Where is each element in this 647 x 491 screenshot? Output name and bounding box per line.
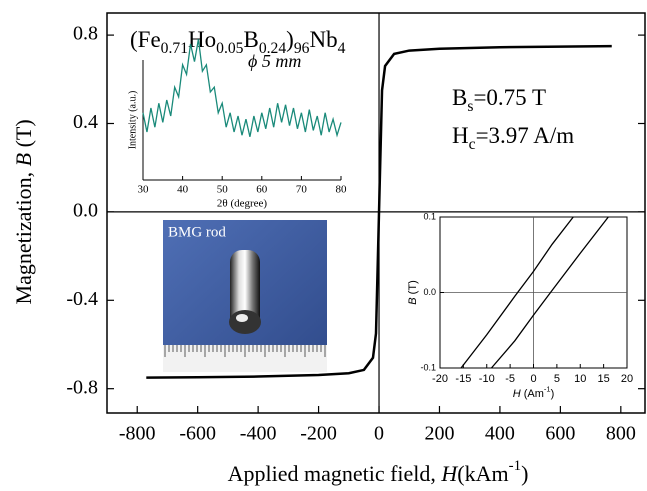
x-tick-label: 0: [374, 423, 384, 445]
y-tick-label: 0.1: [423, 211, 436, 221]
x-tick-label: 40: [177, 184, 189, 196]
hysteresis-branch: [490, 216, 609, 369]
rod-highlight: [236, 314, 248, 322]
photo-inset: [163, 220, 327, 372]
y-tick-label: 0.8: [73, 23, 98, 45]
x-tick-label: 600: [545, 423, 575, 445]
y-tick-label: -0.4: [66, 288, 98, 310]
y-tick-label: -0.1: [420, 362, 436, 372]
x-tick-label: 0: [530, 373, 536, 385]
text-part: (T): [11, 119, 36, 153]
text-part: 0.05: [216, 39, 244, 56]
y-tick-label: 0.0: [423, 287, 436, 297]
x-tick-label: -600: [179, 423, 216, 445]
text-part: 0.24: [259, 39, 287, 56]
y-axis-label: B (T): [407, 280, 419, 304]
text-part: 0.71: [161, 39, 188, 56]
x-tick-label: 80: [336, 184, 348, 196]
rod: [230, 250, 260, 330]
x-tick-label: -10: [479, 373, 495, 385]
text-part: Magnetization,: [11, 166, 36, 304]
x-tick-label: 60: [256, 184, 268, 196]
x-tick-label: -15: [455, 373, 471, 385]
text-part: (kAm: [457, 461, 508, 486]
x-tick-label: 10: [574, 373, 586, 385]
text-part: (Fe: [130, 27, 161, 52]
x-tick-label: 30: [138, 184, 150, 196]
x-tick-label: 400: [485, 423, 515, 445]
x-tick-label: 70: [296, 184, 308, 196]
rod-tip: [229, 310, 261, 334]
plot-frame: [106, 12, 646, 414]
hysteresis-branch: [460, 216, 574, 369]
x-tick-label: -200: [300, 423, 337, 445]
coercivity-annotation: Hc=3.97 A/m: [452, 123, 574, 152]
x-tick-label: -20: [432, 373, 448, 385]
y-axis-label: Intensity (a.u.): [127, 91, 138, 150]
ruler-ticks: [164, 345, 326, 357]
saturation-annotation: Bs=0.75 T: [452, 85, 546, 114]
y-axis-label: Magnetization, B (T): [11, 119, 36, 304]
x-axis-label: H (Am-1): [513, 385, 555, 400]
y-tick-label: 0.0: [73, 199, 98, 221]
text-part: ): [521, 461, 528, 486]
x-tick-label: -5: [505, 373, 515, 385]
x-axis-label: Applied magnetic field, H(kAm-1): [228, 459, 529, 486]
text-part: ): [551, 388, 555, 400]
text-part: H: [513, 388, 521, 400]
x-tick-label: -400: [240, 423, 277, 445]
y-tick-label: 0.4: [73, 111, 98, 133]
x-axis-label: 2θ (degree): [217, 198, 267, 210]
composition: (Fe0.71Ho0.05B0.24)96Nb4: [130, 27, 346, 56]
text-part: Nb: [309, 27, 337, 52]
x-tick-label: -800: [119, 423, 156, 445]
text-part: B: [243, 27, 258, 52]
diameter-annotation: ϕ 5 mm: [248, 51, 301, 71]
text-part: H: [452, 123, 469, 148]
text-part: -1: [544, 385, 551, 394]
photo-label: BMG rod: [168, 224, 226, 240]
magnetization-curve: [146, 44, 612, 379]
text-part: B: [407, 297, 419, 304]
x-tick-label: 20: [621, 373, 633, 385]
text-part: s: [467, 97, 473, 114]
x-tick-label: 50: [217, 184, 229, 196]
text-part: B: [11, 153, 36, 166]
text-part: =0.75 T: [473, 85, 546, 110]
x-tick-label: 5: [554, 373, 560, 385]
text-part: -1: [509, 459, 521, 475]
text-part: H: [440, 461, 458, 486]
text-part: Ho: [188, 27, 216, 52]
text-part: (T): [407, 280, 419, 297]
text-part: c: [469, 135, 476, 152]
text-part: (Am: [521, 388, 544, 400]
x-tick-label: 800: [606, 423, 636, 445]
text-part: B: [452, 85, 467, 110]
text-part: Applied magnetic field,: [228, 461, 442, 486]
x-tick-label: 200: [424, 423, 454, 445]
xrd-pattern: [142, 39, 342, 138]
y-tick-label: -0.8: [66, 376, 98, 398]
text-part: 4: [338, 39, 346, 56]
text-part: ): [286, 27, 294, 52]
x-tick-label: 15: [598, 373, 610, 385]
text-part: 96: [294, 39, 310, 56]
text-part: =3.97 A/m: [476, 123, 575, 148]
